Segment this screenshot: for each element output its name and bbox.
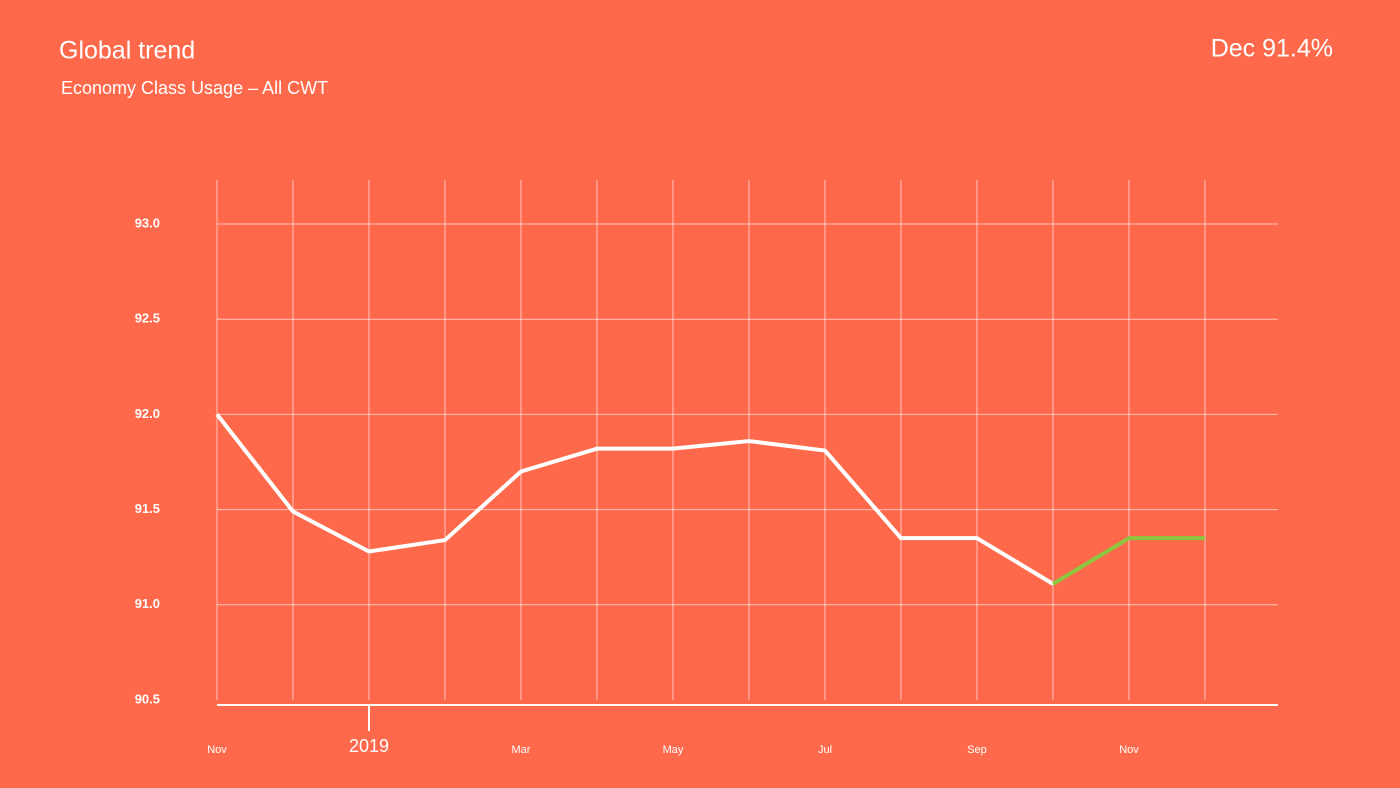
data-line bbox=[215, 413, 1055, 586]
x-tick-label: Nov bbox=[1119, 744, 1139, 756]
x-tick-label: Jul bbox=[818, 744, 832, 756]
y-tick-label: 92.0 bbox=[135, 406, 160, 421]
chart-subtitle: Economy Class Usage – All CWT bbox=[61, 78, 328, 98]
x-tick-label: Mar bbox=[512, 744, 531, 756]
data-line bbox=[1051, 536, 1205, 586]
current-value: Dec 91.4% bbox=[1211, 35, 1333, 63]
x-tick-label: Nov bbox=[207, 744, 227, 756]
x-tick-label: May bbox=[663, 744, 684, 756]
x-tick-label: Sep bbox=[967, 744, 987, 756]
y-tick-label: 92.5 bbox=[135, 311, 160, 326]
year-label: 2019 bbox=[349, 736, 389, 756]
y-tick-label: 91.0 bbox=[135, 596, 160, 611]
chart-title: Global trend bbox=[59, 37, 195, 65]
y-tick-label: 93.0 bbox=[135, 215, 160, 230]
y-tick-label: 91.5 bbox=[135, 501, 160, 516]
y-tick-label: 90.5 bbox=[135, 691, 160, 706]
